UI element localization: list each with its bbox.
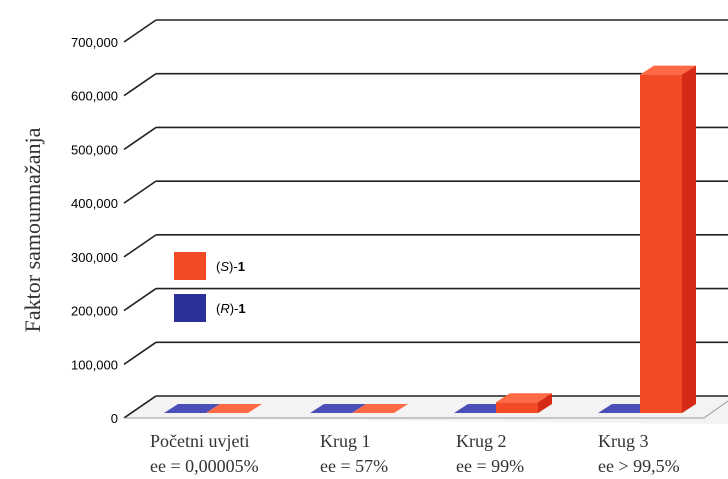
grid-slant-4: [123, 180, 157, 204]
bar-1-2: [496, 402, 538, 413]
bars: [164, 65, 696, 414]
category-label-line2: ee > 99,5%: [598, 456, 680, 476]
grid-slant-1: [123, 341, 157, 365]
bar-side-1-2: [538, 393, 552, 413]
y-axis-label: Faktor samoumnažanja: [20, 127, 45, 332]
grid-slant-6: [123, 73, 157, 97]
legend-label-1: (R)-1: [216, 301, 246, 316]
legend-label-0: (S)-1: [216, 259, 245, 274]
bar-top-1-3: [640, 65, 696, 75]
grid-slant-5: [123, 126, 157, 151]
legend: (S)-1 (R)-1: [174, 252, 246, 322]
y-tick-label: 0: [111, 411, 118, 426]
bar-top-0-0: [164, 404, 220, 413]
legend-swatch-1: [174, 294, 206, 322]
bar-top-1-1: [352, 404, 408, 413]
category-label-line2: ee = 99%: [456, 456, 524, 476]
y-tick-label: 300,000: [71, 250, 118, 265]
category-label-line2: ee = 57%: [320, 456, 388, 476]
bar-side-1-3: [682, 65, 696, 413]
category-label-line1: Krug 2: [456, 431, 507, 451]
floor-plane: [124, 396, 728, 424]
y-tick-label: 500,000: [71, 142, 118, 157]
category-label-line1: Početni uvjeti: [150, 431, 249, 451]
bar-1-3: [640, 74, 682, 413]
grid-slant-2: [123, 287, 157, 312]
category-label-line2: ee = 0,00005%: [150, 456, 259, 476]
category-label-line1: Krug 1: [320, 431, 371, 451]
category-labels: Početni uvjeti ee = 0,00005% Krug 1 ee = 57…: [150, 431, 680, 476]
bar-top-1-2: [496, 393, 552, 403]
grid-slant-7: [123, 19, 157, 43]
y-tick-label: 200,000: [71, 304, 118, 319]
y-tick-label: 100,000: [71, 357, 118, 372]
grid-slant-3: [123, 234, 157, 258]
bar-top-0-1: [310, 404, 366, 413]
floor-slant: [123, 395, 157, 419]
y-tick-label: 700,000: [71, 35, 118, 50]
y-axis-ticks: 0 100,000 200,000 300,000 400,000 500,000 600,…: [71, 35, 118, 426]
y-tick-label: 600,000: [71, 89, 118, 104]
bar-top-1-0: [206, 404, 262, 413]
category-label-line1: Krug 3: [598, 431, 649, 451]
y-tick-label: 400,000: [71, 196, 118, 211]
legend-swatch-0: [174, 252, 206, 280]
chart-floor: [123, 395, 728, 424]
grid-lines: [123, 19, 728, 419]
floor-right-edge: [703, 400, 728, 419]
